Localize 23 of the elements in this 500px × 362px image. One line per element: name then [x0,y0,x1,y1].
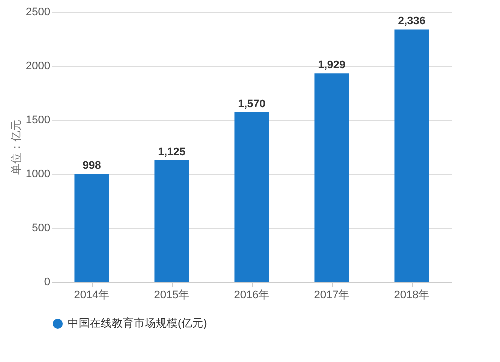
y-tick-label: 1500 [26,114,50,126]
bar [74,174,110,282]
x-tick-label: 2016年 [234,290,270,302]
bar [314,74,350,282]
bar [154,160,190,282]
x-tick-label: 2018年 [394,290,430,302]
y-tick-label: 1000 [26,168,50,180]
text: 1,125 [158,146,186,158]
x-tick-label: 2015年 [154,290,190,302]
bar [234,112,270,282]
text: 1,570 [238,98,266,110]
y-tick-label: 0 [44,276,50,288]
text: 1,929 [318,60,346,72]
bar [394,30,430,282]
y-tick-label: 2000 [26,60,50,72]
y-axis-title: 单位：亿元 [10,120,24,175]
legend-label: 中国在线教育市场规模(亿元) [68,317,208,330]
y-tick-label: 2500 [26,6,50,18]
x-tick-label: 2017年 [314,290,350,302]
text: 2,336 [398,16,426,28]
x-tick-label: 2014年 [74,290,110,302]
text: 998 [82,160,102,172]
y-tick-label: 500 [32,222,50,234]
